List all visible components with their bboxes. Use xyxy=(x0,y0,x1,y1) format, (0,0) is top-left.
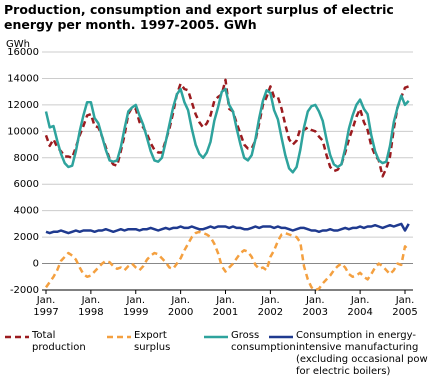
y-tick-label: 10000 xyxy=(7,126,39,137)
y-tick-label: 0 xyxy=(33,259,39,270)
y-tick-label: 2000 xyxy=(14,232,39,243)
y-tick-label: 8000 xyxy=(14,153,39,164)
x-tick-label: Jan. 2005 xyxy=(392,295,418,318)
legend-label: Consumption in energy-intensive manufact… xyxy=(296,330,428,377)
x-tick-label: Jan. 2000 xyxy=(167,295,194,318)
plot-area xyxy=(42,52,413,290)
x-tick-label: Jan. 2003 xyxy=(302,295,328,318)
y-tick-label: 14000 xyxy=(7,73,39,84)
x-tick-label: Jan. 2001 xyxy=(212,295,239,318)
y-tick-label: 6000 xyxy=(14,179,39,190)
legend-label: Gross consumption xyxy=(231,330,296,353)
legend-swatch xyxy=(269,335,293,339)
x-tick-label: Jan. 2004 xyxy=(347,295,373,318)
x-tick-label: Jan. 1998 xyxy=(78,295,104,318)
x-tick-label: Jan. 2002 xyxy=(257,295,284,318)
x-tick-label: Jan. 1999 xyxy=(123,295,149,318)
legend-swatch xyxy=(204,335,228,339)
legend-label: Total production xyxy=(32,330,86,353)
x-tick-label: Jan. 1997 xyxy=(33,295,59,318)
series-line xyxy=(44,87,410,174)
y-tick-label: -2000 xyxy=(10,285,39,296)
y-axis-label: GWh xyxy=(6,39,30,50)
y-tick-label: 12000 xyxy=(7,100,39,111)
legend-label: Export surplus xyxy=(134,330,171,353)
chart-title: Production, consumption and export surpl… xyxy=(4,2,394,32)
legend-swatch xyxy=(5,335,29,339)
y-tick-label: 4000 xyxy=(14,206,39,217)
legend-swatch xyxy=(107,335,131,339)
y-tick-label: 16000 xyxy=(7,47,39,58)
series-line xyxy=(45,222,410,235)
